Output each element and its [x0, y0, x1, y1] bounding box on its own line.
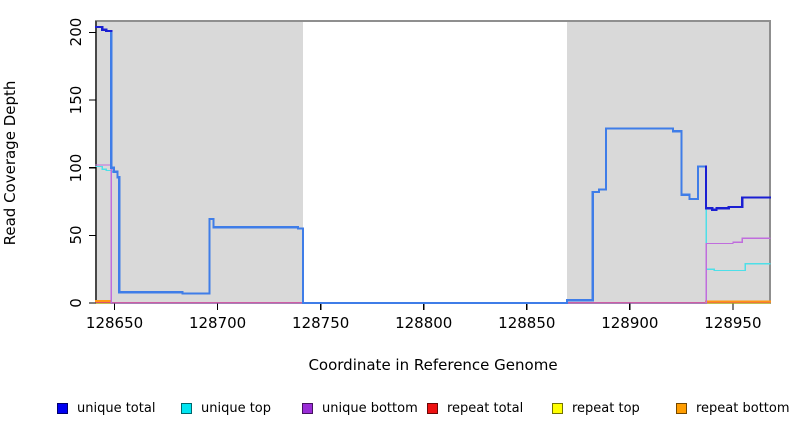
legend-swatch-icon [676, 402, 687, 414]
plot-area [89, 20, 772, 310]
x-tick-label: 128700 [188, 314, 247, 332]
x-tick-label: 128900 [601, 314, 659, 332]
x-axis-title: Coordinate in Reference Genome [308, 356, 558, 374]
series-line-unique-total [94, 26, 772, 211]
legend-swatch-icon [181, 402, 192, 414]
shaded-region [566, 21, 770, 303]
legend-swatch-icon [57, 402, 68, 414]
y-tick-label: 100 [67, 153, 85, 183]
x-tick-label: 128750 [292, 314, 350, 332]
y-tick-label: 150 [67, 85, 85, 115]
series-line-unique-total-overlap [110, 30, 708, 305]
legend-item-unique-top: unique top [181, 397, 271, 419]
legend-item-unique-bottom: unique bottom [302, 397, 418, 419]
legend-swatch-icon [552, 402, 563, 414]
series-line-repeat-bottom [95, 300, 771, 303]
y-tick-label: 200 [67, 18, 85, 47]
shaded-region [96, 21, 304, 303]
legend-swatch-icon [302, 402, 313, 414]
legend-item-unique-total: unique total [57, 397, 155, 419]
y-tick-label: 0 [67, 298, 85, 308]
legend-label: repeat total [447, 400, 524, 416]
legend-label: repeat bottom [696, 400, 790, 416]
x-tick-label: 128950 [704, 314, 762, 332]
x-tick-label: 128850 [498, 314, 556, 332]
legend-swatch-icon [427, 402, 438, 414]
x-tick-label: 128800 [395, 314, 453, 332]
legend: unique total unique top unique bottom repea… [0, 397, 792, 419]
x-tick-label: 128650 [85, 314, 144, 332]
legend-label: repeat top [572, 400, 640, 416]
series-line-unique-bottom [95, 164, 771, 304]
legend-label: unique top [201, 400, 272, 416]
legend-label: unique total [77, 400, 156, 416]
legend-item-repeat-bottom: repeat bottom [676, 397, 790, 419]
legend-item-repeat-top: repeat top [552, 397, 640, 419]
y-tick-label: 50 [67, 225, 85, 245]
legend-item-repeat-total: repeat total [427, 397, 523, 419]
y-axis-title: Read Coverage Depth [1, 80, 19, 246]
legend-label: unique bottom [322, 400, 418, 416]
